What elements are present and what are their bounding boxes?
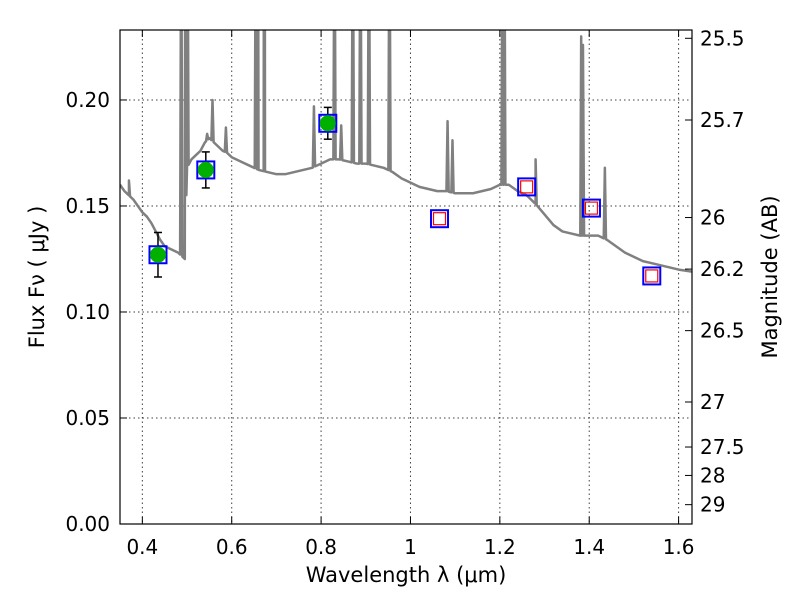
model-box-marker: [148, 245, 168, 265]
y2-tick-label: 27: [700, 390, 725, 414]
y-tick-label: 0.10: [65, 300, 110, 324]
x-tick-label: 1.4: [573, 535, 605, 559]
observed-point: [197, 161, 214, 178]
y-axis-label: Flux Fν ( μJy ): [25, 206, 49, 349]
x-tick-labels: 0.4 0.6 0.8 1 1.2 1.4 1.6: [126, 535, 694, 559]
model-box-marker: [517, 177, 537, 197]
x-axis-label: Wavelength λ (μm): [306, 563, 507, 587]
y2-tick-label: 26: [700, 206, 725, 230]
spectrum-series: [120, 30, 692, 273]
y2-tick-label: 25.7: [700, 108, 745, 132]
model-box-marker: [430, 209, 450, 229]
model-box-marker: [196, 160, 216, 180]
plot-frame: [119, 29, 693, 525]
plot-area: [120, 30, 692, 286]
y2-tick-label: 26.5: [700, 319, 745, 343]
y2-tick-label: 27.5: [700, 435, 745, 459]
predicted-point: [645, 269, 659, 283]
model-box-markers: [148, 113, 662, 286]
y2-axis-label: Magnitude (AB): [758, 195, 782, 358]
y-tick-labels: 0.00 0.05 0.10 0.15 0.20: [65, 88, 110, 536]
x-tick-label: 0.6: [216, 535, 248, 559]
x-tick-label: 1: [404, 535, 417, 559]
y-tick-label: 0.20: [65, 88, 110, 112]
spectrum-line: [120, 30, 692, 273]
y2-tick-labels: 25.5 25.7 26 26.2 26.5 27 27.5 28 29: [700, 26, 745, 516]
y2-tick-label: 26.2: [700, 257, 745, 281]
observed-markers: [149, 115, 336, 263]
y-tick-label: 0.05: [65, 406, 110, 430]
model-box-marker: [318, 113, 338, 133]
predicted-point: [432, 212, 447, 226]
observed-point: [149, 246, 166, 263]
predicted-point: [520, 180, 534, 194]
x-tick-label: 1.2: [484, 535, 516, 559]
grid: [120, 30, 692, 525]
axis-ticks: [120, 30, 692, 525]
predicted-markers: [432, 180, 659, 283]
x-tick-label: 0.4: [126, 535, 158, 559]
x-tick-label: 0.8: [305, 535, 337, 559]
observed-point: [319, 115, 336, 132]
x-tick-label: 1.6: [663, 535, 695, 559]
y2-tick-label: 25.5: [700, 26, 745, 50]
model-box-marker: [581, 198, 601, 218]
y2-tick-label: 28: [700, 463, 725, 487]
predicted-point: [584, 201, 599, 215]
y-tick-label: 0.15: [65, 194, 110, 218]
y2-tick-label: 29: [700, 493, 725, 517]
model-box-marker: [642, 266, 662, 286]
y-tick-label: 0.00: [65, 512, 110, 536]
